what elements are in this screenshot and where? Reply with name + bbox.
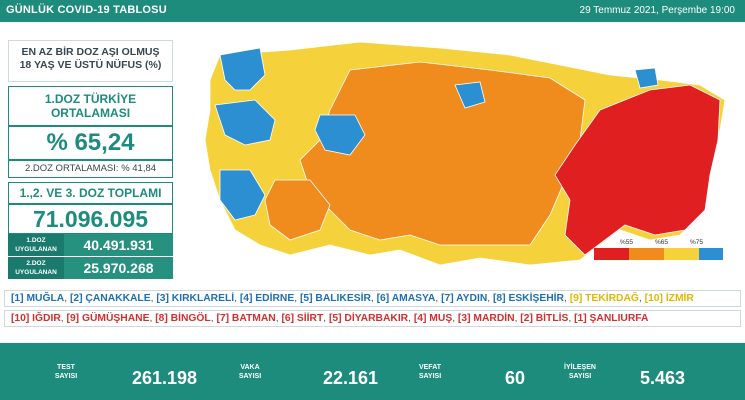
province-item: [2] BİTLİS (520, 313, 569, 324)
province-item: [3] MARDİN (457, 313, 515, 324)
province-item: [1] MUĞLA (11, 293, 65, 304)
province-item: [10] IĞDIR (11, 313, 61, 324)
dose2-row: 2.DOZ UYGULANAN 25.970.268 (8, 257, 173, 279)
dose2-label-line-1: 2.DOZ (26, 260, 46, 267)
province-item: [6] SİİRT (281, 313, 324, 324)
dose1-row: 1.DOZ UYGULANAN 40.491.931 (8, 234, 173, 256)
province-item: [5] BALIKESİR (299, 293, 371, 304)
province-separator: , (275, 313, 282, 324)
headline-line-1: EN AZ BİR DOZ AŞI OLMUŞ (21, 46, 160, 58)
daily-stats-bar: TEST SAYISI 261.198 VAKA SAYISI 22.161 V… (0, 343, 745, 400)
test-label-line-2: SAYISI (54, 373, 78, 380)
death-value: 60 (505, 368, 526, 388)
legend-orange (629, 248, 664, 260)
province-separator: , (452, 313, 458, 324)
legend-label-65: %65 (655, 239, 668, 246)
legend-label-55: %55 (620, 239, 633, 246)
dose1-value: 40.491.931 (64, 234, 173, 256)
death-label-line-2: SAYISI (418, 373, 442, 380)
legend-red (594, 248, 629, 260)
dose1-label-line-2: UYGULANAN (15, 246, 57, 253)
dose2-value: 25.970.268 (64, 257, 173, 279)
province-item: [7] BATMAN (216, 313, 276, 324)
province-separator: , (487, 293, 493, 304)
province-item: [8] ESKİŞEHİR (493, 293, 564, 304)
vaccination-panel: EN AZ BİR DOZ AŞI OLMUŞ 18 YAŞ VE ÜSTÜ N… (8, 40, 173, 279)
test-label: TEST SAYISI (46, 363, 86, 381)
case-label-line-1: VAKA (240, 364, 260, 371)
top-provinces-list: [1] MUĞLA, [2] ÇANAKKALE, [3] KIRKLARELİ… (4, 290, 741, 307)
test-label-line-1: TEST (57, 364, 75, 371)
legend-yellow (664, 248, 699, 260)
recovered-label: İYİLEŞEN SAYISI (560, 363, 600, 381)
province-item: [5] DİYARBAKIR (328, 313, 409, 324)
first-dose-average-label: 1.DOZ TÜRKİYE ORTALAMASI (8, 86, 173, 126)
turkey-vaccination-map: %55 %65 %75 (204, 41, 726, 266)
dose2-label: 2.DOZ UYGULANAN (8, 257, 64, 279)
legend-blue (699, 248, 723, 260)
dose1-label-line-1: 1.DOZ (26, 237, 46, 244)
province-separator: , (234, 293, 240, 304)
map-region-blue-sw (219, 169, 266, 221)
province-item: [6] AMASYA (376, 293, 436, 304)
province-item: [1] ŞANLIURFA (574, 313, 649, 324)
province-item: [9] GÜMÜŞHANE (66, 313, 150, 324)
province-separator: , (210, 313, 217, 324)
map-region-blue-mw (314, 114, 366, 156)
province-item: [10] İZMİR (644, 293, 694, 304)
total-doses-label: 1.,2. VE 3. DOZ TOPLAMI (8, 182, 173, 204)
province-separator: , (514, 313, 521, 324)
province-item: [3] KIRKLARELİ (156, 293, 235, 304)
page-title: GÜNLÜK COVID-19 TABLOSU (6, 4, 167, 16)
province-separator: , (370, 293, 377, 304)
first-dose-average-value: % 65,24 (8, 126, 173, 160)
province-item: [8] BİNGÖL (155, 313, 211, 324)
headline-line-2: 18 YAŞ VE ÜSTÜ NÜFUS (%) (19, 59, 162, 71)
province-separator: , (294, 293, 300, 304)
province-item: [4] EDİRNE (239, 293, 295, 304)
province-separator: , (408, 313, 414, 324)
province-separator: , (64, 293, 70, 304)
test-value: 261.198 (132, 368, 198, 388)
death-label-line-1: VEFAT (418, 364, 442, 371)
avg-label-line-2: ORTALAMASI (50, 106, 131, 120)
case-label: VAKA SAYISI (230, 363, 270, 381)
recovered-value: 5.463 (640, 368, 686, 388)
map-region-red (554, 84, 721, 256)
map-region-blue-n (454, 81, 486, 109)
case-label-line-2: SAYISI (238, 373, 262, 380)
map-legend: %55 %65 %75 (594, 239, 723, 260)
province-separator: , (323, 313, 329, 324)
legend-label-75: %75 (690, 239, 703, 246)
province-item: [9] TEKİRDAĞ (569, 293, 639, 304)
province-separator: , (638, 293, 645, 304)
dose2-label-line-2: UYGULANAN (15, 269, 57, 276)
map-region-orange (299, 61, 586, 246)
province-separator: , (563, 293, 570, 304)
date-stamp: 29 Temmuz 2021, Perşembe 19:00 (579, 5, 735, 16)
death-label: VEFAT SAYISI (410, 363, 450, 381)
province-item: [4] MUŞ (413, 313, 453, 324)
map-region-orange-sw (264, 179, 331, 241)
province-separator: , (149, 313, 156, 324)
recovered-label-line-2: SAYISI (568, 373, 592, 380)
total-doses-value: 71.096.095 (8, 204, 173, 234)
province-item: [2] ÇANAKKALE (69, 293, 151, 304)
second-dose-average: 2.DOZ ORTALAMASI: % 41,84 (8, 160, 173, 178)
map-region-blue-w (214, 99, 276, 146)
province-separator: , (568, 313, 575, 324)
province-separator: , (435, 293, 442, 304)
province-separator: , (60, 313, 67, 324)
province-item: [7] AYDIN (441, 293, 488, 304)
dose1-label: 1.DOZ UYGULANAN (8, 234, 64, 256)
case-value: 22.161 (323, 368, 379, 388)
map-region-blue-ne (634, 67, 659, 89)
province-separator: , (150, 293, 157, 304)
bottom-provinces-list: [10] IĞDIR, [9] GÜMÜŞHANE, [8] BİNGÖL, [… (4, 310, 741, 327)
avg-label-line-1: 1.DOZ TÜRKİYE (44, 92, 137, 106)
recovered-label-line-1: İYİLEŞEN (564, 364, 596, 371)
header-bar: GÜNLÜK COVID-19 TABLOSU 29 Temmuz 2021, … (0, 0, 745, 22)
map-region-blue-nw (219, 47, 266, 91)
panel-headline: EN AZ BİR DOZ AŞI OLMUŞ 18 YAŞ VE ÜSTÜ N… (8, 40, 173, 82)
